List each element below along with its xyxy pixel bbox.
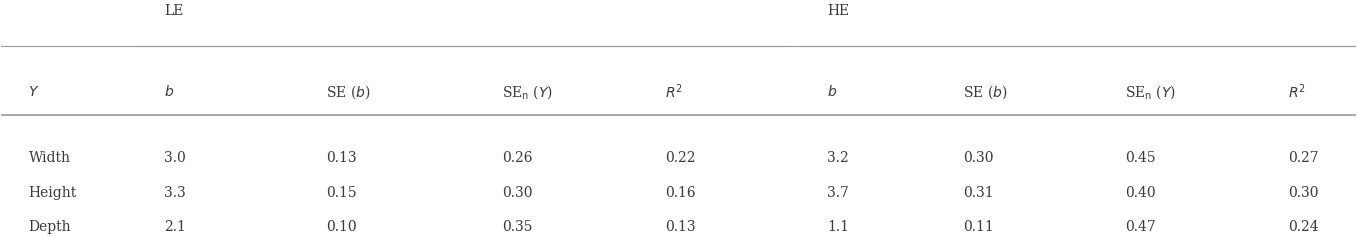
Text: 0.31: 0.31: [963, 186, 993, 200]
Text: 0.22: 0.22: [665, 151, 695, 165]
Text: 0.24: 0.24: [1288, 220, 1319, 234]
Text: 3.0: 3.0: [164, 151, 186, 165]
Text: $R^2$: $R^2$: [665, 82, 683, 101]
Text: $Y$: $Y$: [28, 85, 39, 99]
Text: $b$: $b$: [828, 84, 837, 99]
Text: 0.13: 0.13: [327, 151, 357, 165]
Text: 0.30: 0.30: [502, 186, 533, 200]
Text: 3.7: 3.7: [828, 186, 849, 200]
Text: $R^2$: $R^2$: [1288, 82, 1305, 101]
Text: 0.11: 0.11: [963, 220, 993, 234]
Text: 3.2: 3.2: [828, 151, 849, 165]
Text: 0.10: 0.10: [327, 220, 357, 234]
Text: Height: Height: [28, 186, 77, 200]
Text: 2.1: 2.1: [164, 220, 186, 234]
Text: 3.3: 3.3: [164, 186, 186, 200]
Text: SE$_\mathrm{n}$ ($Y$): SE$_\mathrm{n}$ ($Y$): [1125, 83, 1177, 100]
Text: 0.27: 0.27: [1288, 151, 1319, 165]
Text: 0.40: 0.40: [1125, 186, 1156, 200]
Text: Width: Width: [28, 151, 71, 165]
Text: 0.45: 0.45: [1125, 151, 1156, 165]
Text: SE$_\mathrm{n}$ ($Y$): SE$_\mathrm{n}$ ($Y$): [502, 83, 554, 100]
Text: 0.47: 0.47: [1125, 220, 1156, 234]
Text: 0.13: 0.13: [665, 220, 696, 234]
Text: HE: HE: [828, 4, 849, 18]
Text: $b$: $b$: [164, 84, 174, 99]
Text: 0.30: 0.30: [1288, 186, 1319, 200]
Text: 0.26: 0.26: [502, 151, 533, 165]
Text: Depth: Depth: [28, 220, 71, 234]
Text: SE ($b$): SE ($b$): [327, 83, 370, 100]
Text: 0.16: 0.16: [665, 186, 696, 200]
Text: 0.30: 0.30: [963, 151, 993, 165]
Text: 0.35: 0.35: [502, 220, 533, 234]
Text: 0.15: 0.15: [327, 186, 357, 200]
Text: SE ($b$): SE ($b$): [963, 83, 1007, 100]
Text: 1.1: 1.1: [828, 220, 849, 234]
Text: LE: LE: [164, 4, 183, 18]
